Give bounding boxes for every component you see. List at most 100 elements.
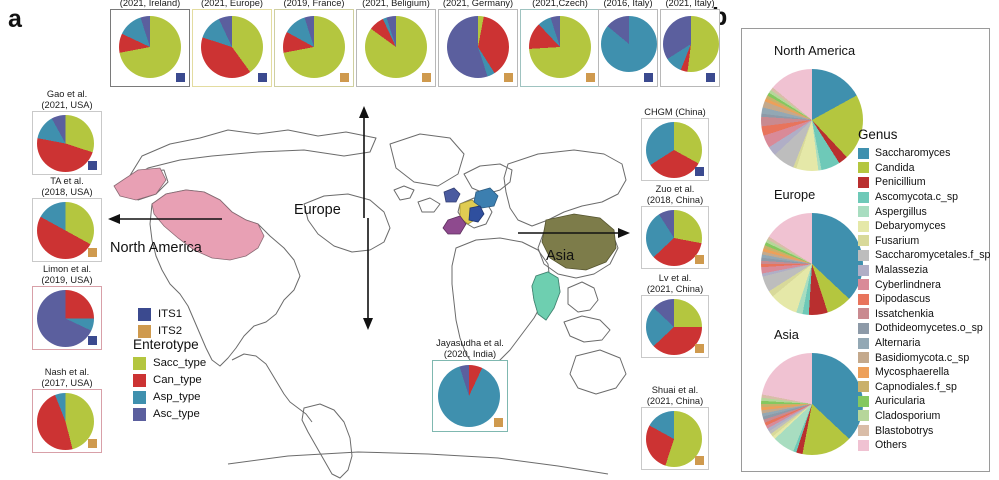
genus-legend-item: Malassezia <box>858 263 990 278</box>
its-marker-its2 <box>88 248 97 258</box>
study-card-gao_europe[interactable]: Gao et al.(2021, Europe) <box>192 0 272 88</box>
genus-swatch <box>858 249 869 261</box>
study-card-andrea[interactable]: Andrea et al.(2021, Germany) <box>438 0 518 88</box>
genus-swatch <box>858 425 869 437</box>
genus-legend-item: Debaryomyces <box>858 219 990 234</box>
study-pie-box-strati <box>598 9 658 88</box>
genus-swatch <box>858 395 869 407</box>
study-pie-das <box>119 16 181 79</box>
study-card-strati[interactable]: Strati et al.(2016, Italy) <box>598 0 658 88</box>
map-country-italy <box>468 205 485 223</box>
its-marker-its1 <box>706 73 715 83</box>
genus-swatch <box>858 322 869 334</box>
genus-label: Mycosphaerella <box>875 366 950 379</box>
study-pie-nash <box>37 393 94 451</box>
its-marker-its2 <box>88 439 97 449</box>
study-meta: (2018, USA) <box>41 187 93 198</box>
genus-legend-item: Dipodascus <box>858 292 990 307</box>
study-caption-lemoinne: Lemoinne et al.(2019, France) <box>274 0 354 9</box>
genus-legend-item: Alternaria <box>858 336 990 351</box>
genus-legend-item: Cyberlindnera <box>858 277 990 292</box>
genus-legend-item: Penicillium <box>858 175 990 190</box>
study-meta: (2018, China) <box>646 195 704 206</box>
its-marker-its2 <box>695 456 704 466</box>
arrow-europe <box>359 106 369 218</box>
study-meta: (2021, China) <box>646 396 704 407</box>
study-caption-vitali: Vitali et al.(2021, Italy) <box>660 0 720 9</box>
enterotype-legend-item: Can_type <box>133 372 206 388</box>
genus-legend-item: Ascomycota.c_sp <box>858 190 990 205</box>
study-card-zuo[interactable]: Zuo et al. (2018, China) <box>641 184 709 270</box>
study-card-shuai[interactable]: Shuai et al. (2021, China) <box>641 385 709 471</box>
panel-label-a: a <box>8 5 22 33</box>
region-block-north-america: North America <box>756 43 868 176</box>
genus-label: Saccharomycetales.f_sp <box>875 249 991 262</box>
study-pie-chgm <box>646 122 702 179</box>
genus-swatch <box>858 337 869 349</box>
study-pie-box-vitali <box>660 9 720 88</box>
study-card-das[interactable]: Das et al(2021, Ireland) <box>110 0 190 88</box>
study-card-vitali[interactable]: Vitali et al.(2021, Italy) <box>660 0 720 88</box>
study-meta: (2021, Italy) <box>665 0 715 9</box>
genus-swatch <box>858 293 869 305</box>
genus-label: Auricularia <box>875 395 926 408</box>
genus-legend-item: Aspergillus <box>858 204 990 219</box>
genus-label: Alternaria <box>875 337 921 350</box>
map-country-alaska <box>113 167 167 201</box>
enterotype-swatch <box>133 390 146 404</box>
study-caption-nash: Nash et al. (2017, USA) <box>32 367 102 389</box>
study-card-gao_usa[interactable]: Gao et al. (2021, USA) <box>32 89 102 176</box>
region-title: North America <box>774 43 856 58</box>
genus-legend-item: Basidiomycota.c_sp <box>858 350 990 365</box>
study-pie-prochazkova <box>529 16 591 79</box>
study-caption-shuai: Shuai et al. (2021, China) <box>641 385 709 407</box>
study-pie-box-shuai <box>641 407 709 471</box>
panel-b-container: North America Europe Asia Genus Saccharomy… <box>741 28 990 472</box>
its-marker-its1 <box>88 161 97 171</box>
study-card-ta[interactable]: TA et al. (2018, USA) <box>32 176 102 263</box>
genus-swatch <box>858 410 869 422</box>
enterotype-legend-item: Asp_type <box>133 389 206 405</box>
genus-legend-item: Mycosphaerella <box>858 365 990 380</box>
its-marker-its1 <box>695 167 704 177</box>
study-caption-chgm: CHGM (China) <box>641 107 709 118</box>
arrow-asia <box>518 228 630 238</box>
study-card-chgm[interactable]: CHGM (China) <box>641 107 709 182</box>
study-card-prochazkova[interactable]: Prochazkova et al.(2021,Czech) <box>520 0 600 88</box>
enterotype-legend-title: Enterotype <box>133 337 199 352</box>
study-card-jayasudha[interactable]: Jayasudha et al. (2020, India) <box>432 338 508 433</box>
study-card-limon[interactable]: Limon et al. (2019, USA) <box>32 264 102 351</box>
study-pie-zuo <box>646 210 702 267</box>
study-pie-box-gao_europe <box>192 9 272 88</box>
genus-swatch <box>858 191 869 203</box>
study-pie-gao_usa <box>37 115 94 173</box>
study-pie-limon <box>37 290 94 348</box>
enterotype-legend-item: Asc_type <box>133 406 206 422</box>
study-meta: (2021, Germany) <box>442 0 514 9</box>
study-pie-box-jayasudha <box>432 360 508 433</box>
its-marker-its2 <box>695 255 704 265</box>
study-card-nash[interactable]: Nash et al. (2017, USA) <box>32 367 102 454</box>
study-pie-box-lv <box>641 295 709 359</box>
genus-legend-item: Blastobotrys <box>858 423 990 438</box>
genus-legend-item: Others <box>858 438 990 453</box>
study-card-lemoinne[interactable]: Lemoinne et al.(2019, France) <box>274 0 354 88</box>
study-pie-vitali <box>663 16 719 73</box>
genus-label: Aspergillus <box>875 205 927 218</box>
study-card-lv[interactable]: Lv et al. (2021, China) <box>641 273 709 359</box>
enterotype-legend-item: Sacc_type <box>133 355 206 371</box>
arrow-india <box>363 218 373 330</box>
study-pie-box-zuo <box>641 206 709 270</box>
map-label-europe: Europe <box>294 202 341 218</box>
genus-legend-item: Saccharomyces <box>858 146 990 161</box>
study-pie-andrea <box>447 16 509 79</box>
genus-legend-item: Issatchenkia <box>858 307 990 322</box>
study-pie-box-nash <box>32 389 102 454</box>
arrow-north-america <box>108 214 222 224</box>
study-author: Jayasudha et al. <box>436 338 504 348</box>
genus-label: Cyberlindnera <box>875 278 941 291</box>
study-card-demir[interactable]: Demir et al.(2021, Beligium) <box>356 0 436 88</box>
study-author: Lv et al. <box>658 273 692 283</box>
study-caption-limon: Limon et al. (2019, USA) <box>32 264 102 286</box>
study-caption-zuo: Zuo et al. (2018, China) <box>641 184 709 206</box>
